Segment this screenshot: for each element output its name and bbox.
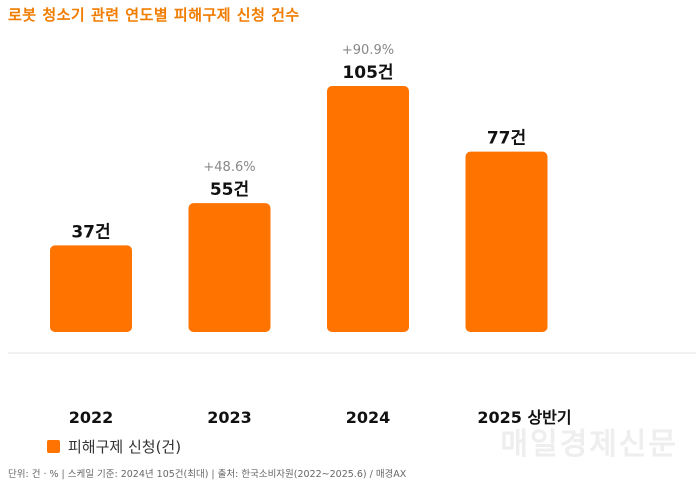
chart-title: 로봇 청소기 관련 연도별 피해구제 신청 건수 bbox=[8, 6, 300, 24]
value-label-0: 37건 bbox=[71, 222, 110, 242]
legend-label: 피해구제 신청(건) bbox=[68, 438, 182, 456]
value-label-1: 55건 bbox=[210, 180, 249, 200]
source-footnote: 단위: 건 · % | 스케일 기준: 2024년 105건(최대) | 출처:… bbox=[8, 469, 407, 480]
growth-label-2: +90.9% bbox=[342, 43, 394, 58]
bar-3 bbox=[465, 151, 548, 332]
value-label-3: 77건 bbox=[487, 129, 526, 149]
x-tick-label-1: 2023 bbox=[207, 408, 252, 427]
legend: 피해구제 신청(건) bbox=[47, 436, 181, 457]
x-tick-label-3: 2025 상반기 bbox=[477, 408, 571, 427]
bars-layer: 37건 2022 55건 +48.6% 2023 105건 +90.9% 2024 77건 202… bbox=[50, 43, 572, 427]
x-tick-label-2: 2024 bbox=[346, 408, 391, 427]
bar-0 bbox=[50, 245, 132, 332]
x-tick-label-0: 2022 bbox=[69, 408, 114, 427]
legend-swatch bbox=[47, 440, 60, 453]
growth-label-1: +48.6% bbox=[203, 160, 255, 175]
bar-1 bbox=[188, 203, 271, 332]
publisher-watermark: 매일경제신문 bbox=[500, 427, 678, 462]
bar-chart: 37건 2022 55건 +48.6% 2023 105건 +90.9% 2024 77건 202… bbox=[8, 43, 696, 427]
value-label-2: 105건 bbox=[342, 63, 393, 83]
bar-2 bbox=[327, 86, 409, 332]
